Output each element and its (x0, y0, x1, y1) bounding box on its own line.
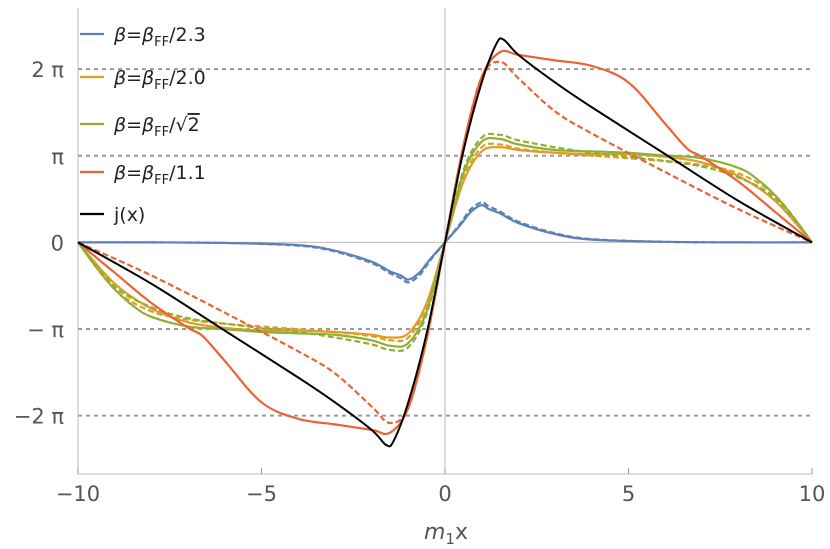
series-layer (77, 37, 813, 448)
x-tick-label-2: 0 (438, 482, 451, 506)
legend-label-suffix: /2.0 (169, 67, 206, 89)
x-tick-label-4: 10 (799, 482, 826, 506)
reference-lines (78, 68, 812, 417)
legend-label-s4: β=βFF/1.1 (113, 162, 206, 188)
x-axis-title-main: m (424, 520, 445, 545)
y-tick-label-2: 0 (51, 231, 64, 255)
legend-label-prefix: β=β (113, 67, 154, 89)
legend-label-suffix: /√ (169, 114, 188, 136)
legend-label-s3: β=βFF/√2 (113, 114, 200, 140)
series-line-5 (77, 132, 813, 353)
x-axis-title: m1x (424, 520, 468, 548)
y-tick-label-3: − π (27, 318, 64, 342)
legend-label-prefix: β=β (113, 24, 154, 46)
x-tick-label-1: −5 (246, 482, 277, 506)
legend-label-sub: FF (154, 125, 169, 140)
legend-label-sub: FF (154, 78, 169, 93)
legend-label-sqrt-arg: 2 (188, 114, 200, 136)
x-axis-title-rest: x (455, 520, 468, 545)
legend-label-prefix: β=β (113, 162, 154, 184)
x-axis-title-sub: 1 (445, 530, 455, 548)
legend-label-suffix: /2.3 (169, 24, 206, 46)
legend-label-suffix: /1.1 (169, 162, 206, 184)
tick-labels: −10 −5 0 5 10 2 π π 0 − π −2 π (14, 58, 826, 506)
y-tick-label-0: 2 π (31, 58, 64, 82)
legend-label-s2: β=βFF/2.0 (113, 67, 206, 93)
legend-label-prefix: j(x) (113, 204, 145, 226)
x-tick-label-3: 5 (622, 482, 635, 506)
legend-label-prefix: β=β (113, 114, 154, 136)
y-tick-label-4: −2 π (14, 405, 65, 429)
legend-label-sub: FF (154, 35, 169, 50)
legend: β=βFF/2.3β=βFF/2.0β=βFF/√2β=βFF/1.1j(x) (80, 24, 206, 226)
legend-label-j: j(x) (113, 204, 145, 226)
series-line-8 (77, 37, 813, 448)
y-tick-label-1: π (51, 145, 64, 169)
x-tick-label-0: −10 (56, 482, 100, 506)
legend-label-sub: FF (154, 173, 169, 188)
legend-label-s1: β=βFF/2.3 (113, 24, 206, 50)
